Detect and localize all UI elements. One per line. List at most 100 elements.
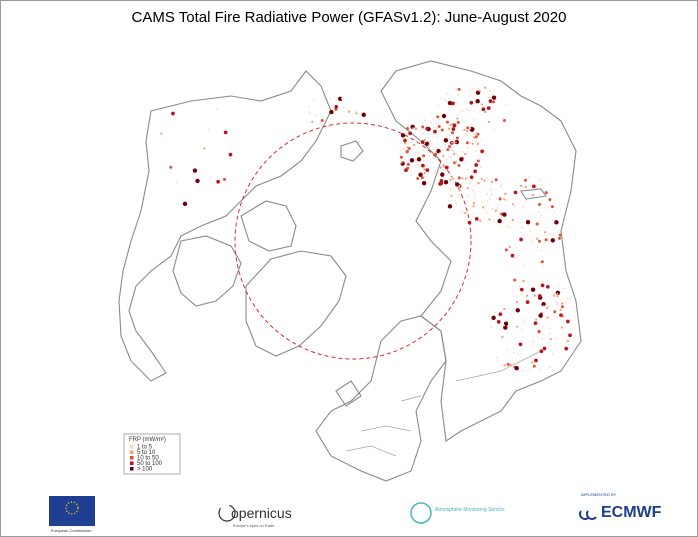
fire-point xyxy=(447,204,453,209)
fire-point xyxy=(436,148,441,154)
fire-point xyxy=(175,181,178,184)
fire-point xyxy=(433,129,437,134)
fire-point xyxy=(553,294,556,297)
copernicus-c xyxy=(218,504,236,522)
fire-point xyxy=(440,128,444,132)
fire-point xyxy=(457,164,461,168)
fire-point xyxy=(431,162,434,164)
fire-point xyxy=(422,154,426,158)
fire-point xyxy=(490,180,494,184)
legend-label: > 100 xyxy=(137,467,153,473)
fire-point xyxy=(402,148,405,150)
fire-point xyxy=(467,195,470,198)
fire-point xyxy=(519,221,521,224)
fire-point xyxy=(489,198,491,200)
fire-point xyxy=(533,321,538,326)
fire-point xyxy=(416,157,422,162)
fire-point xyxy=(439,166,443,169)
fire-point xyxy=(423,172,426,175)
fire-point xyxy=(564,301,567,304)
fire-point xyxy=(399,155,403,159)
fire-point xyxy=(472,118,475,121)
fire-point xyxy=(486,193,489,195)
cams-text: Atmosphere Monitoring Service xyxy=(435,507,505,513)
fire-point xyxy=(454,160,457,164)
fire-point xyxy=(542,346,547,351)
coastline xyxy=(240,200,297,252)
fire-point xyxy=(455,88,458,91)
fire-point xyxy=(533,294,537,297)
fire-point xyxy=(521,369,524,372)
fire-point xyxy=(436,136,439,139)
fire-point xyxy=(203,147,206,150)
fire-point xyxy=(462,151,465,153)
fire-point xyxy=(522,279,525,283)
fire-point xyxy=(539,349,544,354)
fire-point xyxy=(565,341,567,344)
fire-point xyxy=(441,149,444,152)
fire-point xyxy=(425,126,429,131)
fire-point xyxy=(472,178,474,181)
fire-point xyxy=(410,173,412,176)
fire-point xyxy=(484,152,487,155)
fire-point xyxy=(313,99,315,101)
fire-point xyxy=(441,113,447,119)
fire-point xyxy=(529,230,531,233)
fire-point xyxy=(448,145,452,149)
fire-point xyxy=(438,118,440,121)
fire-point xyxy=(450,188,452,190)
ec-text: European Commission xyxy=(51,528,91,533)
fire-point xyxy=(440,97,442,100)
fire-point xyxy=(501,183,503,185)
fire-point xyxy=(459,157,464,162)
fire-point xyxy=(400,161,403,164)
fire-point xyxy=(348,110,351,113)
fire-point xyxy=(443,138,449,143)
fire-point xyxy=(549,338,552,341)
fire-point xyxy=(538,178,541,181)
fire-point xyxy=(446,158,448,161)
fire-point xyxy=(469,180,472,183)
fire-point xyxy=(527,298,530,301)
fire-point xyxy=(443,99,446,101)
fire-point xyxy=(465,133,468,135)
fire-point xyxy=(492,100,496,104)
fire-point xyxy=(513,290,515,293)
fire-point xyxy=(549,366,551,368)
fire-point xyxy=(472,205,475,208)
fire-point xyxy=(498,196,501,198)
fire-point xyxy=(320,118,324,122)
fire-point xyxy=(484,110,487,114)
fire-point xyxy=(524,185,527,189)
fire-point xyxy=(475,150,478,153)
fire-point xyxy=(406,162,410,166)
fire-point xyxy=(566,319,570,324)
fire-point xyxy=(462,186,464,189)
fire-point xyxy=(564,346,569,351)
fire-point xyxy=(490,189,492,191)
fire-point xyxy=(444,143,447,146)
fire-point xyxy=(498,197,502,201)
fire-point xyxy=(182,201,188,206)
fire-point xyxy=(504,248,508,252)
legend-swatch xyxy=(130,445,134,449)
fire-point xyxy=(556,304,558,306)
fire-point xyxy=(403,142,407,145)
fire-point xyxy=(466,187,469,190)
coastline xyxy=(380,60,582,442)
fire-point xyxy=(530,287,536,292)
fire-point xyxy=(456,153,458,155)
fire-point xyxy=(537,330,541,334)
fire-point xyxy=(538,210,541,213)
fire-point xyxy=(428,155,431,158)
fire-point xyxy=(511,218,514,222)
fire-point xyxy=(549,333,551,335)
fire-point xyxy=(545,306,549,310)
fire-point xyxy=(560,316,563,318)
fire-point xyxy=(481,107,486,112)
fire-point xyxy=(538,313,543,318)
fire-point xyxy=(424,145,427,147)
fire-point xyxy=(468,109,470,112)
